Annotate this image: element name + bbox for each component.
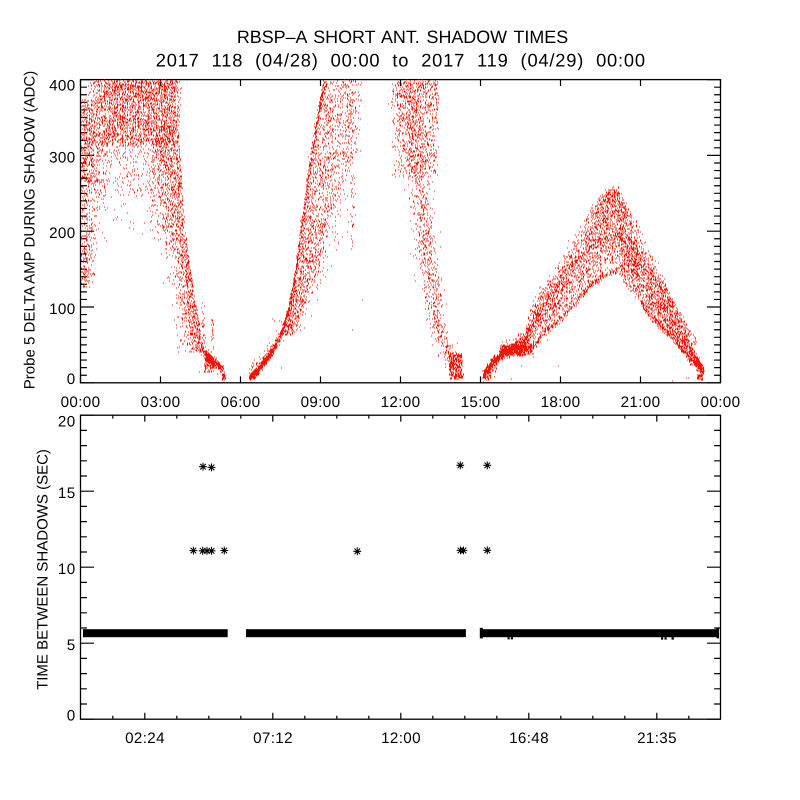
svg-text:06:00: 06:00 bbox=[221, 394, 261, 411]
svg-text:16:48: 16:48 bbox=[509, 730, 549, 747]
svg-text:0: 0 bbox=[67, 371, 76, 388]
svg-text:5: 5 bbox=[67, 637, 76, 654]
svg-text:15:00: 15:00 bbox=[461, 394, 501, 411]
svg-text:20: 20 bbox=[58, 414, 76, 431]
svg-text:Probe 5 DELTA AMP DURING SHADO: Probe 5 DELTA AMP DURING SHADOW (ADC) bbox=[22, 71, 39, 389]
svg-text:100: 100 bbox=[49, 301, 75, 318]
svg-text:10: 10 bbox=[58, 561, 76, 578]
svg-text:12:00: 12:00 bbox=[381, 394, 421, 411]
svg-text:12:00: 12:00 bbox=[381, 730, 421, 747]
svg-text:03:00: 03:00 bbox=[141, 394, 181, 411]
svg-text:09:00: 09:00 bbox=[301, 394, 341, 411]
svg-text:2017 118 (04/28) 00:00 to 2017: 2017 118 (04/28) 00:00 to 2017 119 (04/2… bbox=[156, 49, 646, 70]
svg-text:15: 15 bbox=[58, 485, 76, 502]
svg-text:200: 200 bbox=[49, 225, 75, 242]
svg-text:300: 300 bbox=[49, 149, 75, 166]
svg-text:00:00: 00:00 bbox=[701, 394, 741, 411]
svg-text:21:35: 21:35 bbox=[637, 730, 677, 747]
svg-text:400: 400 bbox=[49, 77, 75, 94]
svg-text:RBSP–A SHORT ANT. SHADOW TIMES: RBSP–A SHORT ANT. SHADOW TIMES bbox=[237, 27, 568, 47]
svg-text:00:00: 00:00 bbox=[61, 394, 101, 411]
svg-text:07:12: 07:12 bbox=[253, 730, 293, 747]
svg-text:21:00: 21:00 bbox=[621, 394, 661, 411]
svg-text:02:24: 02:24 bbox=[125, 730, 165, 747]
svg-text:TIME BETWEEN SHADOWS (SEC): TIME BETWEEN SHADOWS (SEC) bbox=[35, 449, 52, 690]
svg-text:0: 0 bbox=[67, 707, 76, 724]
svg-text:18:00: 18:00 bbox=[541, 394, 581, 411]
